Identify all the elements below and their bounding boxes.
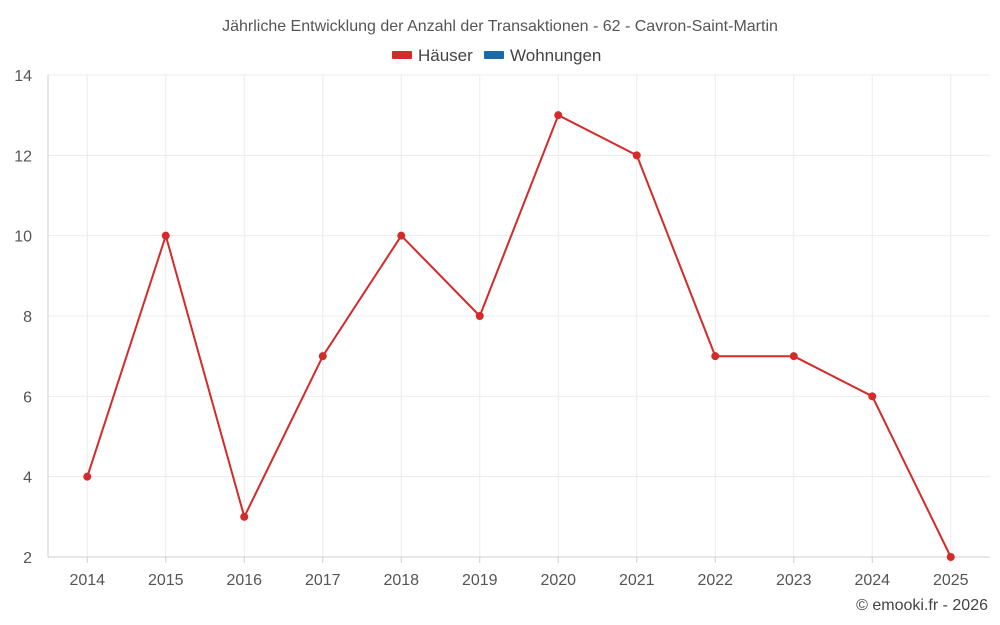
- y-tick-label: 10: [14, 229, 32, 246]
- y-tick-label: 6: [23, 389, 32, 406]
- copyright-footer: © emooki.fr - 2026: [856, 597, 988, 614]
- legend-swatch-wohnungen: [484, 51, 504, 59]
- y-tick-label: 12: [14, 148, 32, 165]
- data-point-2016[interactable]: [240, 512, 249, 521]
- y-tick-label: 2: [23, 550, 32, 567]
- data-point-2019[interactable]: [475, 312, 484, 320]
- data-point-2015[interactable]: [161, 231, 170, 240]
- x-tick-label: 2020: [540, 572, 576, 589]
- x-tick-label: 2019: [462, 572, 498, 589]
- legend-label-wohnungen[interactable]: Wohnungen: [510, 46, 601, 65]
- data-point-2014[interactable]: [83, 472, 92, 481]
- series-line-0: [86, 114, 952, 558]
- y-tick-label: 14: [14, 68, 32, 85]
- data-point-2018[interactable]: [397, 231, 406, 240]
- data-point-2024[interactable]: [868, 392, 877, 401]
- axes: [47, 75, 990, 563]
- x-tick-label: 2014: [69, 572, 105, 589]
- x-tick-label: 2021: [619, 572, 655, 589]
- grid: [48, 74, 990, 558]
- legend[interactable]: Häuser Wohnungen: [392, 46, 601, 65]
- data-point-2025[interactable]: [946, 553, 955, 561]
- data-point-2017[interactable]: [318, 352, 327, 361]
- data-point-2020[interactable]: [554, 111, 563, 120]
- legend-swatch-haeuser: [392, 51, 412, 59]
- y-axis-ticks: 2 4 6 8 10 12 14: [14, 68, 32, 567]
- data-point-2021[interactable]: [632, 151, 641, 160]
- data-point-2022[interactable]: [711, 352, 720, 361]
- x-tick-label: 2023: [776, 572, 812, 589]
- y-tick-label: 4: [23, 470, 32, 487]
- legend-label-haeuser[interactable]: Häuser: [418, 46, 473, 65]
- x-axis-ticks: 2014 2015 2016 2017 2018 2019 2020 2021 2022 2023…: [69, 572, 968, 589]
- x-tick-label: 2016: [226, 572, 262, 589]
- x-tick-label: 2018: [383, 572, 419, 589]
- y-tick-label: 8: [23, 309, 32, 326]
- x-tick-label: 2024: [854, 572, 890, 589]
- x-tick-label: 2017: [305, 572, 341, 589]
- x-tick-label: 2025: [933, 572, 969, 589]
- x-tick-label: 2022: [697, 572, 733, 589]
- data-point-2023[interactable]: [789, 352, 798, 361]
- series: [83, 111, 955, 561]
- chart-title: Jährliche Entwicklung der Anzahl der Tra…: [222, 18, 778, 35]
- x-tick-label: 2015: [148, 572, 184, 589]
